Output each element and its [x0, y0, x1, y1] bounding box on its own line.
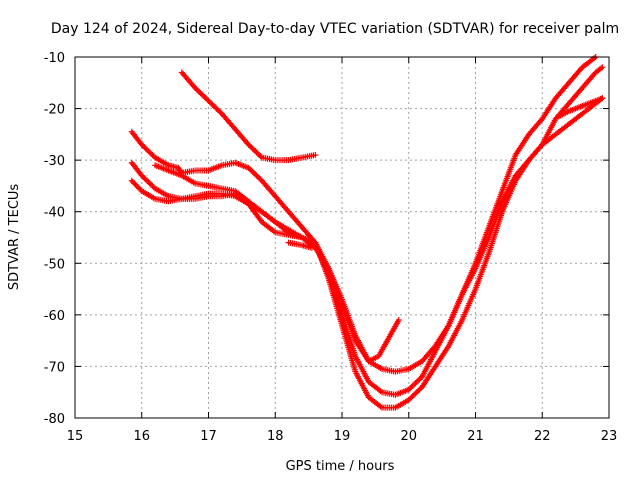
series-track-a: [178, 69, 319, 164]
x-tick-label: 15: [67, 429, 84, 444]
y-tick-label: -30: [44, 154, 65, 169]
y-tick-label: -70: [44, 360, 65, 375]
x-tick-label: 22: [534, 429, 551, 444]
y-tick-label: -40: [44, 206, 65, 221]
x-tick-label: 20: [400, 429, 417, 444]
data-point: [308, 244, 315, 251]
data-point: [599, 95, 606, 102]
series-track-c: [128, 159, 402, 365]
data-point: [150, 184, 157, 191]
y-tick-label: -60: [44, 309, 65, 324]
x-tick-label: 17: [200, 429, 217, 444]
grid: [75, 57, 609, 418]
data-point: [597, 65, 604, 72]
y-tick-label: -10: [44, 51, 65, 66]
chart-title: Day 124 of 2024, Sidereal Day-to-day VTE…: [51, 21, 619, 37]
x-tick-label: 21: [467, 429, 484, 444]
x-axis-label: GPS time / hours: [286, 459, 395, 474]
series-layer: [128, 54, 606, 411]
ticks: 15 16 17 18 19 20 21 22 23 -10 -20 -30 -40 -50 -60 -70 -…: [44, 51, 618, 444]
x-tick-label: 16: [133, 429, 150, 444]
y-tick-label: -20: [44, 103, 65, 118]
data-point: [599, 64, 606, 71]
data-point: [150, 153, 157, 160]
series-track-f: [285, 239, 315, 251]
x-tick-label: 18: [267, 429, 284, 444]
data-point: [395, 317, 402, 324]
y-tick-label: -50: [44, 257, 65, 272]
series-track-g: [555, 95, 606, 120]
series-track-b: [128, 54, 599, 375]
y-tick-label: -80: [44, 412, 65, 427]
series-track-e: [152, 64, 606, 411]
x-tick-label: 19: [334, 429, 351, 444]
data-point: [417, 375, 424, 382]
data-point: [312, 151, 319, 158]
data-point: [257, 153, 264, 160]
y-axis-label: SDTVAR / TECUs: [7, 184, 22, 291]
x-tick-label: 23: [601, 429, 618, 444]
